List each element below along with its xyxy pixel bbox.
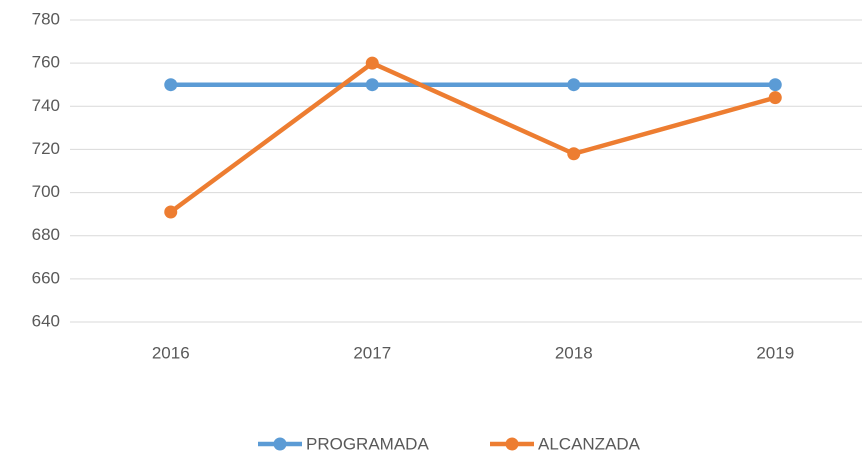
y-tick-label: 700 [32, 182, 60, 201]
y-tick-label: 660 [32, 268, 60, 287]
data-point [365, 78, 379, 92]
data-point [365, 56, 379, 70]
y-tick-label: 760 [32, 53, 60, 72]
data-point [768, 91, 782, 105]
y-tick-label: 720 [32, 139, 60, 158]
y-tick-label: 680 [32, 225, 60, 244]
x-tick-label: 2016 [152, 343, 190, 362]
series-line [169, 60, 776, 214]
legend-label: ALCANZADA [538, 434, 641, 453]
y-tick-label: 640 [32, 311, 60, 330]
data-point [567, 78, 581, 92]
legend-marker [273, 437, 287, 451]
legend-label: PROGRAMADA [306, 434, 429, 453]
x-tick-label: 2018 [555, 343, 593, 362]
x-tick-label: 2019 [756, 343, 794, 362]
data-point [567, 147, 581, 161]
y-tick-label: 740 [32, 96, 60, 115]
data-point [768, 78, 782, 92]
legend-marker [505, 437, 519, 451]
x-tick-label: 2017 [353, 343, 391, 362]
data-point [164, 78, 178, 92]
data-point [164, 205, 178, 219]
y-tick-label: 780 [32, 9, 60, 28]
